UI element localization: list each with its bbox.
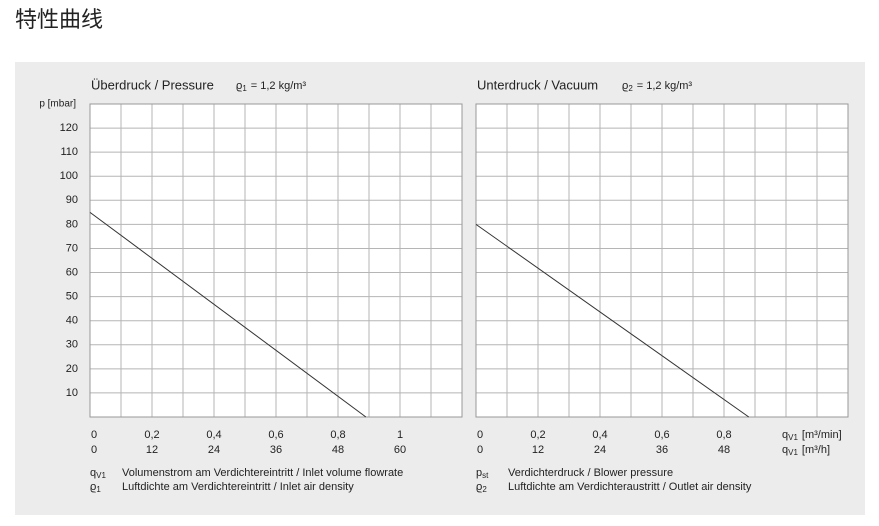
y-tick-label: 80 [66, 218, 78, 230]
x2-tick-label: 36 [270, 444, 282, 456]
x2-tick-label: 12 [146, 444, 158, 456]
note-text: Luftdichte am Verdichtereintritt / Inlet… [122, 481, 354, 493]
note-symbol: q [90, 467, 96, 479]
note-text: Verdichterdruck / Blower pressure [508, 467, 673, 479]
chart-title: Überdruck / Pressure [91, 77, 214, 92]
x2-tick-label: 36 [656, 444, 668, 456]
x-axis-label-text: [m³/min] [802, 429, 842, 441]
y-tick-label: 60 [66, 266, 78, 278]
y-tick-label: 30 [66, 339, 78, 351]
x-axis-label-symbol: q [782, 429, 788, 441]
note-sub: V1 [96, 471, 106, 480]
note-symbol: ϱ [90, 481, 96, 493]
note: ϱ2 [476, 481, 487, 494]
y-tick-label: 90 [66, 194, 78, 206]
density-label-text: = 1,2 kg/m³ [251, 80, 307, 92]
y-tick-label: 120 [60, 122, 78, 134]
x2-tick-label: 0 [477, 444, 483, 456]
density-label-symbol: ϱ [236, 80, 242, 92]
x-tick-label: 1 [397, 429, 403, 441]
note: qV1 [90, 467, 106, 480]
data-line [475, 223, 750, 418]
x-tick-label: 0,8 [716, 429, 731, 441]
x2-tick-label: 48 [332, 444, 344, 456]
x-tick-label: 0,4 [206, 429, 221, 441]
x2-tick-label: 0 [91, 444, 97, 456]
y-tick-label: 10 [66, 387, 78, 399]
note: pst [476, 467, 489, 480]
x2-axis-label-text: [m³/h] [802, 444, 830, 456]
note-symbol: ϱ [476, 481, 482, 493]
x2-tick-label: 60 [394, 444, 406, 456]
note-sub: st [482, 471, 489, 480]
density-label-sub: 2 [628, 84, 633, 93]
page-title: 特性曲线 [15, 7, 103, 32]
x2-tick-label: 48 [718, 444, 730, 456]
x2-axis-label-sub: V1 [788, 448, 798, 457]
x2-tick-label: 12 [532, 444, 544, 456]
x-tick-label: 0,2 [530, 429, 545, 441]
chart-title: Unterdruck / Vacuum [477, 77, 598, 92]
x-tick-label: 0,2 [144, 429, 159, 441]
y-tick-label: 50 [66, 291, 78, 303]
x-tick-label: 0,4 [592, 429, 607, 441]
note-text: Volumenstrom am Verdichtereintritt / Inl… [122, 467, 403, 479]
x2-axis-label: qV1 [m³/h] [782, 444, 830, 457]
density-label: ϱ1 = 1,2 kg/m³ [236, 80, 306, 93]
y-tick-label: 70 [66, 242, 78, 254]
y-tick-label: 100 [60, 170, 78, 182]
x-tick-label: 0 [477, 429, 483, 441]
data-line [89, 211, 367, 418]
x2-tick-label: 24 [208, 444, 220, 456]
y-tick-label: 20 [66, 363, 78, 375]
x-tick-label: 0,6 [268, 429, 283, 441]
note: ϱ1 [90, 481, 101, 494]
plot-border [475, 103, 849, 418]
x-axis-label: qV1 [m³/min] [782, 429, 842, 442]
note-symbol: p [476, 467, 482, 479]
density-label-text: = 1,2 kg/m³ [637, 80, 693, 92]
y-tick-label: 40 [66, 315, 78, 327]
x2-axis-label-symbol: q [782, 444, 788, 456]
note-sub: 2 [482, 485, 487, 494]
density-label: ϱ2 = 1,2 kg/m³ [622, 80, 692, 93]
note-text: Luftdichte am Verdichteraustritt / Outle… [508, 481, 752, 493]
x-axis-label-sub: V1 [788, 433, 798, 442]
plot-border [89, 103, 463, 418]
y-tick-label: 110 [60, 146, 78, 158]
x-tick-label: 0 [91, 429, 97, 441]
note-sub: 1 [96, 485, 101, 494]
density-label-symbol: ϱ [622, 80, 628, 92]
density-label-sub: 1 [242, 84, 247, 93]
x-tick-label: 0,6 [654, 429, 669, 441]
x-tick-label: 0,8 [330, 429, 345, 441]
y-axis-label: p [mbar] [39, 99, 76, 110]
x2-tick-label: 24 [594, 444, 606, 456]
